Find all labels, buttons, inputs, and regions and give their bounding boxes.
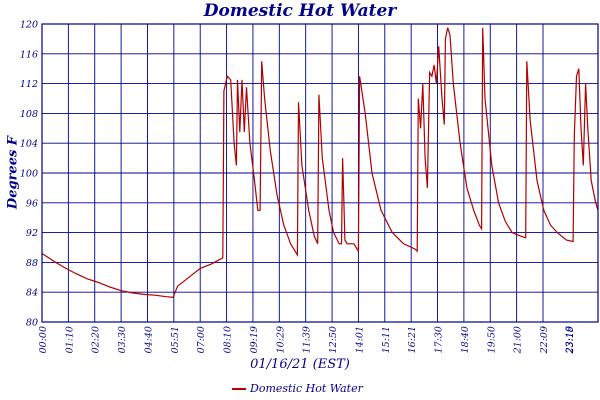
legend-swatch <box>232 387 246 390</box>
x-tick-label: 23:18 <box>565 326 576 354</box>
x-tick-label: 08:10 <box>223 326 234 353</box>
y-tick-label: 88 <box>26 258 38 269</box>
x-tick-label: 07:00 <box>196 326 207 353</box>
x-tick-label: 03:30 <box>117 326 128 353</box>
legend-label: Domestic Hot Water <box>250 382 363 395</box>
y-tick-label: 116 <box>20 49 38 60</box>
grid-lines <box>42 23 598 323</box>
x-tick-label: 00:00 <box>38 326 49 353</box>
y-tick-label: 96 <box>26 198 38 209</box>
x-tick-label: 22:09 <box>539 326 550 354</box>
x-tick-label: 11:39 <box>302 326 313 353</box>
y-tick-label: 112 <box>20 79 38 90</box>
y-axis-label: Degrees F <box>5 135 21 210</box>
y-tick-label: 100 <box>20 169 38 180</box>
x-axis-label: 01/16/21 (EST) <box>250 357 350 372</box>
y-tick-labels: 80 84 88 92 96 100 104 108 112 116 120 <box>20 20 38 329</box>
x-tick-label: 21:00 <box>513 326 524 354</box>
x-tick-label: 02:20 <box>91 326 102 353</box>
x-tick-labels: 00:00 01:10 02:20 03:30 04:40 05:51 07:00 08:10… <box>38 326 576 354</box>
x-tick-label: 14:01 <box>354 326 365 353</box>
series-line <box>41 27 599 299</box>
x-tick-label: 12:50 <box>328 326 339 353</box>
y-tick-label: 80 <box>26 318 38 329</box>
x-tick-label: 04:40 <box>143 326 154 353</box>
x-tick-label: 17:30 <box>434 326 445 353</box>
y-tick-label: 84 <box>26 288 38 299</box>
y-tick-label: 104 <box>20 139 38 150</box>
chart-title: Domestic Hot Water <box>203 1 397 21</box>
x-tick-label: 05:51 <box>170 326 181 353</box>
x-tick-label: 09:19 <box>249 326 260 353</box>
legend: Domestic Hot Water <box>232 382 363 395</box>
x-tick-label: 16:21 <box>407 326 418 353</box>
y-tick-label: 92 <box>26 228 38 239</box>
x-tick-label: 10:29 <box>275 326 286 353</box>
x-tick-label: 01:10 <box>64 326 75 353</box>
x-tick-label: 15:11 <box>381 326 392 353</box>
plot-frame <box>41 23 599 323</box>
y-tick-label: 108 <box>20 109 38 120</box>
x-tick-label: 19:50 <box>486 326 497 353</box>
y-tick-label: 120 <box>20 20 38 31</box>
x-tick-label: 23:19 <box>565 326 576 354</box>
x-tick-label: 18:40 <box>460 326 471 353</box>
